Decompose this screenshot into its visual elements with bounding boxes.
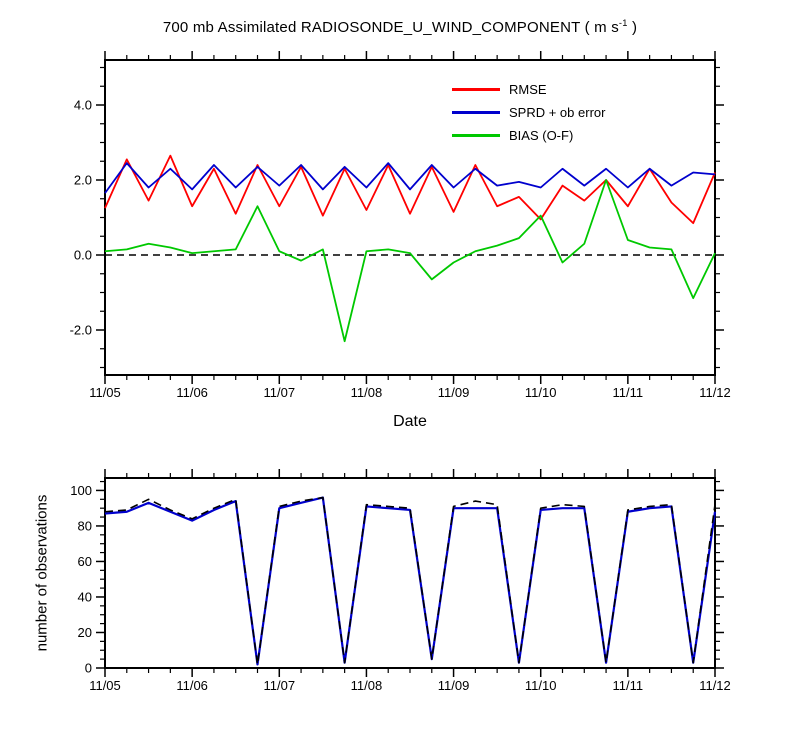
y-tick-label: 60	[78, 554, 92, 569]
x-tick-label: 11/10	[525, 385, 557, 400]
y-tick-label: 0.0	[74, 248, 92, 263]
x-tick-label: 11/05	[89, 385, 121, 400]
legend-item-rmse: RMSE	[452, 78, 605, 101]
title-units-close: )	[627, 19, 638, 36]
legend-item-sprd-ob-error: SPRD + ob error	[452, 101, 605, 124]
x-tick-label: 11/07	[263, 385, 295, 400]
series-line-bias-o-f-	[104, 179, 716, 343]
x-tick-label: 11/09	[438, 678, 470, 693]
legend-item-bias-o-f-: BIAS (O-F)	[452, 124, 605, 147]
x-tick-label: 11/08	[351, 385, 383, 400]
y-tick-label: 20	[78, 625, 92, 640]
legend-line-swatch	[452, 134, 500, 137]
chart-title: 700 mb Assimilated RADIOSONDE_U_WIND_COM…	[0, 18, 800, 36]
plot-box	[104, 477, 716, 669]
y-tick-label: 100	[70, 483, 92, 498]
legend-label: RMSE	[509, 82, 547, 97]
x-tick-label: 11/12	[699, 385, 731, 400]
x-tick-label: 11/05	[89, 678, 121, 693]
y-tick-label: 80	[78, 518, 92, 533]
legend-label: BIAS (O-F)	[509, 128, 574, 143]
legend-line-swatch	[452, 88, 500, 91]
x-tick-label: 11/06	[176, 385, 208, 400]
y-tick-label: 40	[78, 589, 92, 604]
legend: RMSE SPRD + ob error BIAS (O-F)	[452, 78, 605, 147]
x-tick-label: 11/06	[176, 678, 208, 693]
y-tick-label: 0	[85, 661, 92, 676]
series-line-sprd-ob-error	[104, 162, 716, 194]
x-tick-label: 11/08	[351, 678, 383, 693]
x-tick-label: 11/11	[613, 385, 644, 400]
y-tick-label: -2.0	[70, 323, 92, 338]
x-axis-title: Date	[393, 413, 427, 430]
y-tick-label: 4.0	[74, 98, 92, 113]
legend-label: SPRD + ob error	[509, 105, 606, 120]
x-tick-label: 11/12	[699, 678, 731, 693]
title-text: 700 mb Assimilated RADIOSONDE_U_WIND_COM…	[162, 19, 619, 36]
x-tick-label: 11/10	[525, 678, 557, 693]
legend-line-swatch	[452, 111, 500, 114]
series-line-rmse	[104, 154, 716, 225]
x-tick-label: 11/07	[263, 678, 295, 693]
title-superscript: -1	[618, 18, 628, 28]
plot-box	[104, 59, 716, 376]
y-tick-label: 2.0	[74, 173, 92, 188]
series-line-observations-received	[104, 496, 716, 666]
series-line-observations-assimilated	[104, 496, 717, 666]
x-tick-label: 11/09	[438, 385, 470, 400]
x-tick-label: 11/11	[613, 678, 644, 693]
